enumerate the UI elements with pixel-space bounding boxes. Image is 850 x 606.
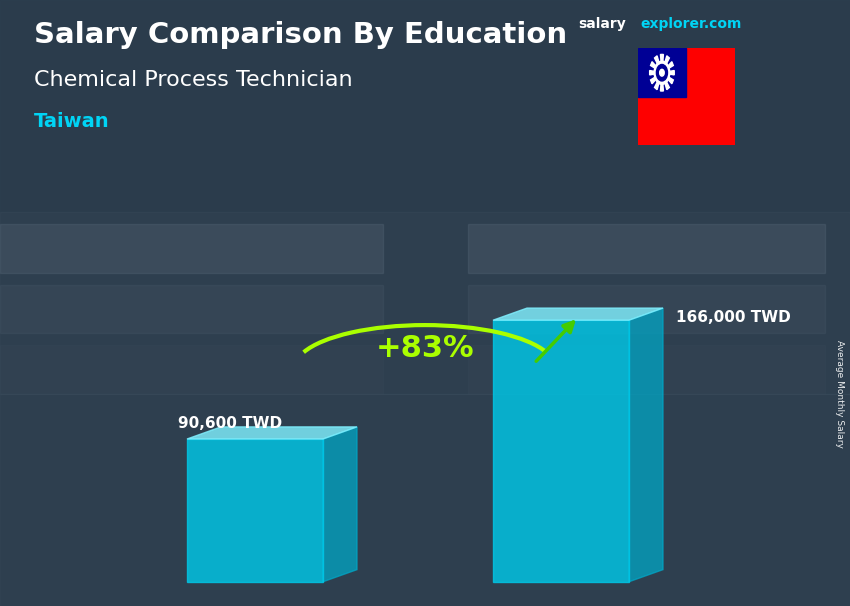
Bar (493, 320, 629, 582)
Polygon shape (649, 70, 662, 75)
Bar (0, 224, 382, 273)
Bar (187, 439, 323, 582)
Bar (638, 48, 686, 97)
Polygon shape (493, 308, 663, 320)
Text: Chemical Process Technician: Chemical Process Technician (34, 70, 353, 90)
Bar (0, 394, 850, 606)
Polygon shape (187, 427, 357, 439)
Polygon shape (662, 56, 669, 73)
Bar (468, 285, 824, 333)
Polygon shape (629, 308, 663, 582)
Bar (0, 212, 850, 394)
Text: Salary Comparison By Education: Salary Comparison By Education (34, 21, 567, 49)
Polygon shape (323, 427, 357, 582)
Circle shape (654, 61, 670, 84)
Polygon shape (662, 62, 673, 73)
Bar (468, 345, 824, 394)
Text: Average Monthly Salary: Average Monthly Salary (835, 340, 844, 448)
Text: +83%: +83% (376, 335, 474, 364)
Polygon shape (654, 56, 662, 73)
Bar (468, 224, 824, 273)
Text: explorer.com: explorer.com (640, 17, 741, 31)
Polygon shape (662, 70, 674, 75)
Bar (0, 345, 382, 394)
Circle shape (660, 69, 664, 76)
Polygon shape (660, 73, 663, 91)
Polygon shape (660, 55, 663, 73)
Text: Taiwan: Taiwan (34, 112, 110, 131)
Text: 90,600 TWD: 90,600 TWD (178, 416, 282, 431)
Text: 166,000 TWD: 166,000 TWD (676, 310, 790, 325)
Bar (0, 285, 382, 333)
Polygon shape (662, 73, 673, 84)
Polygon shape (662, 73, 669, 90)
Polygon shape (654, 73, 662, 90)
Text: salary: salary (578, 17, 626, 31)
Polygon shape (650, 73, 662, 84)
Polygon shape (650, 62, 662, 73)
Bar (0, 0, 850, 212)
Circle shape (656, 64, 667, 81)
